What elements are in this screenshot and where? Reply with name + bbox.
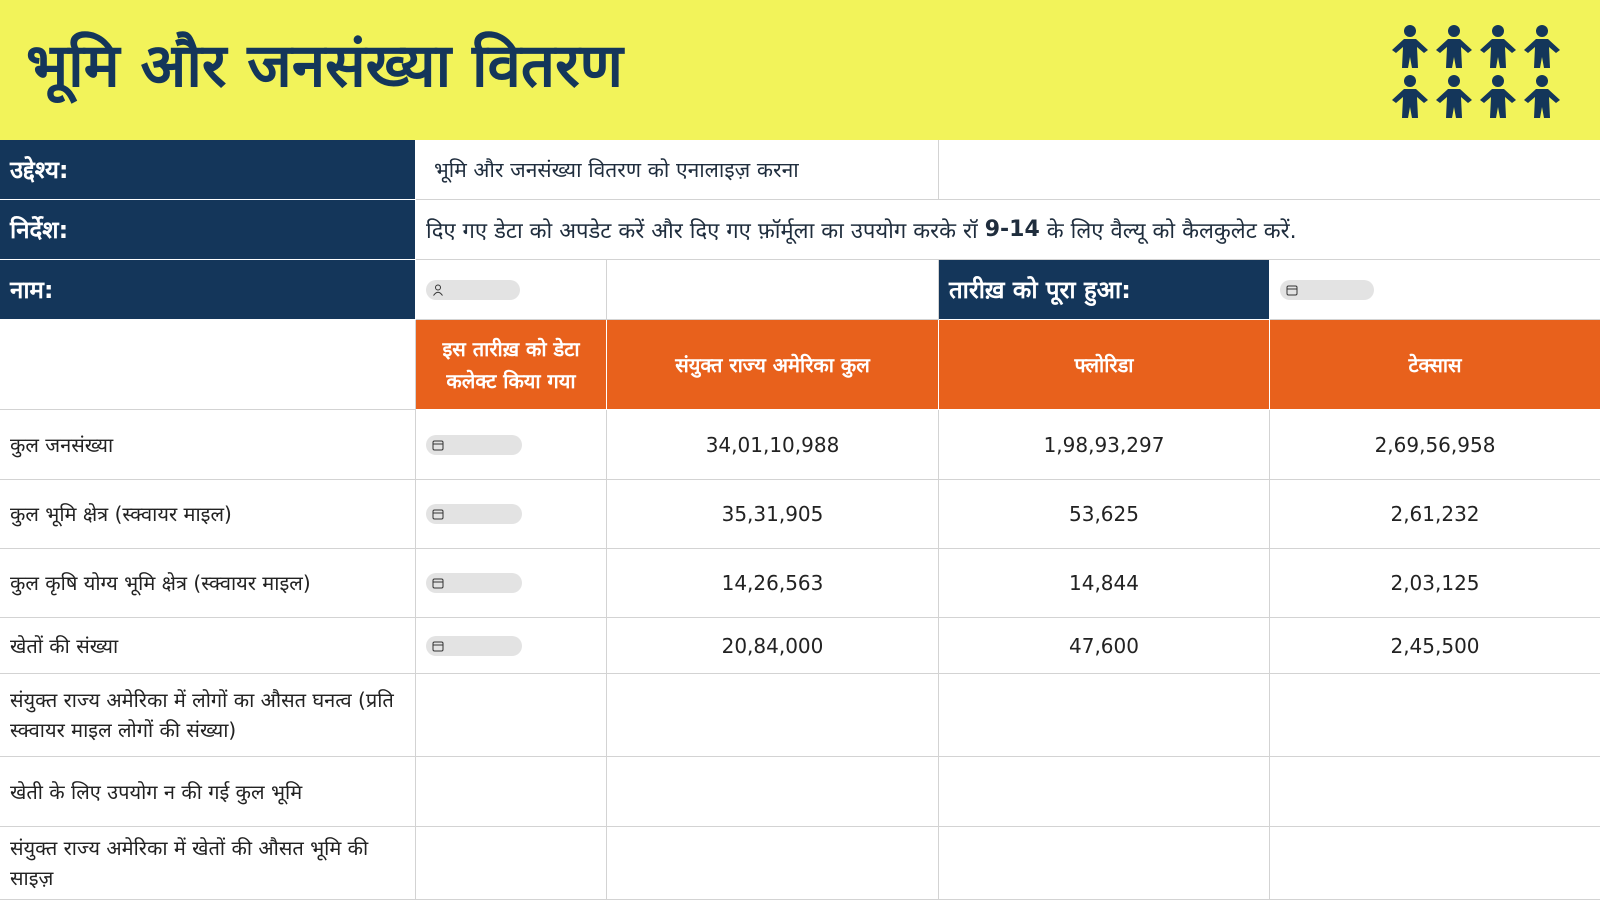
column-header: फ्लोरिडा (939, 320, 1270, 410)
instructions-label: निर्देश: (0, 200, 416, 260)
cell (1270, 827, 1600, 900)
cell (607, 757, 939, 827)
date-input[interactable] (416, 549, 607, 618)
date-input[interactable] (416, 410, 607, 480)
cell (939, 757, 1270, 827)
header: भूमि और जनसंख्या वितरण (0, 0, 1600, 140)
date-chip[interactable] (426, 635, 522, 656)
row-label: खेती के लिए उपयोग न की गई कुल भूमि (0, 757, 416, 827)
name-input[interactable] (416, 260, 607, 320)
row-label: कुल कृषि योग्य भूमि क्षेत्र (स्क्वायर मा… (0, 549, 416, 618)
instructions: दिए गए डेटा को अपडेट करें और दिए गए फ़ॉर… (416, 200, 1600, 260)
value-cell: 20,84,000 (607, 618, 939, 674)
calendar-icon (432, 578, 444, 589)
people-icon (1392, 25, 1560, 118)
row-label: संयुक्त राज्य अमेरिका में खेतों की औसत भ… (0, 827, 416, 900)
column-header: संयुक्त राज्य अमेरिका कुल (607, 320, 939, 410)
row-label: कुल जनसंख्या (0, 410, 416, 480)
date-input[interactable] (416, 618, 607, 674)
column-header: टेक्सास (1270, 320, 1600, 410)
value-cell: 2,03,125 (1270, 549, 1600, 618)
date-chip[interactable] (1280, 279, 1374, 300)
completed-date[interactable] (1270, 260, 1600, 320)
column-header: इस तारीख़ को डेटा कलेक्ट किया गया (416, 320, 607, 410)
value-cell: 2,45,500 (1270, 618, 1600, 674)
completed-label: तारीख़ को पूरा हुआ: (939, 260, 1270, 320)
cell (939, 827, 1270, 900)
value-cell: 1,98,93,297 (939, 410, 1270, 480)
instructions-rows: 9-14 (984, 217, 1040, 242)
date-chip[interactable] (426, 504, 522, 524)
calendar-icon (432, 509, 444, 520)
cell (1270, 674, 1600, 757)
value-cell: 14,26,563 (607, 549, 939, 618)
cell (607, 827, 939, 900)
cell (607, 674, 939, 757)
value-cell: 47,600 (939, 618, 1270, 674)
value-cell: 2,69,56,958 (1270, 410, 1600, 480)
value-cell: 14,844 (939, 549, 1270, 618)
cell (1270, 757, 1600, 827)
calendar-icon (1286, 285, 1298, 295)
person-icon (433, 284, 443, 296)
value-cell: 53,625 (939, 480, 1270, 549)
instructions-text: के लिए वैल्यू को कैलकुलेट करें. (1046, 218, 1297, 244)
calendar-icon (432, 440, 444, 450)
date-input[interactable] (416, 480, 607, 549)
cell (416, 674, 607, 757)
instructions-text: दिए गए डेटा को अपडेट करें और दिए गए फ़ॉर… (426, 218, 978, 244)
cell (607, 260, 939, 320)
cell (939, 140, 1600, 200)
value-cell: 34,01,10,988 (607, 410, 939, 480)
calendar-icon (432, 641, 444, 651)
value-cell: 2,61,232 (1270, 480, 1600, 549)
date-chip[interactable] (426, 573, 522, 593)
name-label: नाम: (0, 260, 416, 320)
objective-label: उद्देश्य: (0, 140, 416, 200)
row-label: खेतों की संख्या (0, 618, 416, 674)
row-label: कुल भूमि क्षेत्र (स्क्वायर माइल) (0, 480, 416, 549)
row-label: संयुक्त राज्य अमेरिका में लोगों का औसत घ… (0, 674, 416, 757)
cell (416, 757, 607, 827)
date-chip[interactable] (426, 434, 522, 455)
cell (416, 827, 607, 900)
cell (939, 674, 1270, 757)
person-chip[interactable] (426, 279, 520, 300)
objective: भूमि और जनसंख्या वितरण को एनालाइज़ करना (416, 140, 939, 200)
cell (0, 320, 416, 410)
value-cell: 35,31,905 (607, 480, 939, 549)
page-title: भूमि और जनसंख्या वितरण (26, 31, 624, 101)
